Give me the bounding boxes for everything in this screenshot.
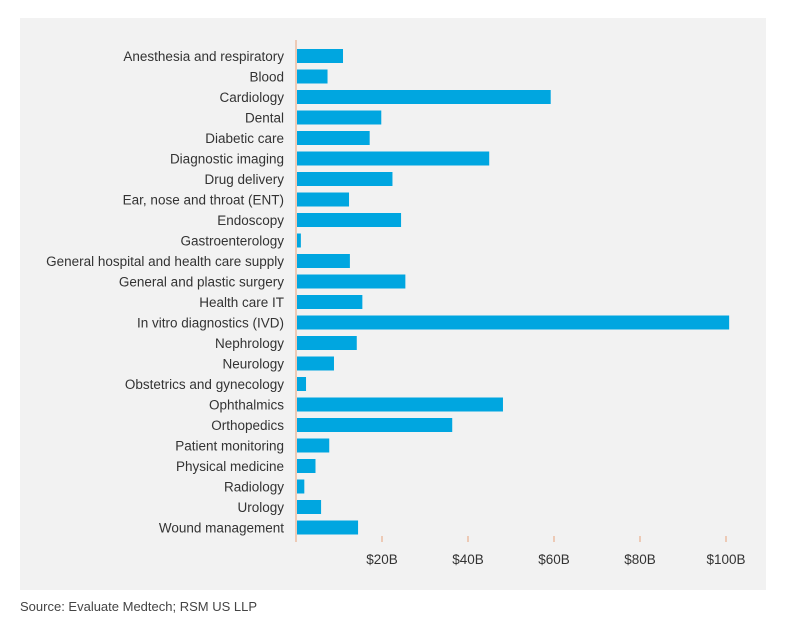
x-axis-ticks: $20B $40B $60B $80B $100B xyxy=(366,536,746,567)
bar xyxy=(297,110,382,125)
bar xyxy=(297,520,359,535)
bar-chart: Anesthesia and respiratory Blood Cardiolog… xyxy=(46,40,746,567)
category-label: Blood xyxy=(249,70,284,85)
category-label: General and plastic surgery xyxy=(119,275,284,290)
bar xyxy=(297,172,393,186)
category-label: Urology xyxy=(237,500,284,515)
bar xyxy=(297,151,490,166)
category-label: Diabetic care xyxy=(205,131,284,146)
category-label: Endoscopy xyxy=(217,213,284,228)
bar xyxy=(297,438,330,453)
category-label: Cardiology xyxy=(219,90,284,105)
category-label: Neurology xyxy=(222,357,284,372)
category-label: Radiology xyxy=(224,480,284,495)
bar xyxy=(297,377,307,391)
chart-panel: Anesthesia and respiratory Blood Cardiolog… xyxy=(20,18,766,590)
bar xyxy=(297,131,370,145)
bar xyxy=(297,213,402,227)
x-tick-label: $100B xyxy=(706,552,745,567)
category-label: Health care IT xyxy=(199,295,284,310)
bar xyxy=(297,459,316,473)
bar xyxy=(297,254,350,268)
category-label: Wound management xyxy=(159,521,284,536)
bar xyxy=(297,500,322,514)
source-note: Source: Evaluate Medtech; RSM US LLP xyxy=(20,599,258,614)
x-tick-label: $60B xyxy=(538,552,570,567)
bar xyxy=(297,69,328,84)
category-label: Orthopedics xyxy=(211,418,284,433)
category-label: Dental xyxy=(245,111,284,126)
category-label: Diagnostic imaging xyxy=(170,152,284,167)
category-labels: Anesthesia and respiratory Blood Cardiolog… xyxy=(46,49,284,536)
category-label: Anesthesia and respiratory xyxy=(123,49,284,64)
bar xyxy=(297,356,334,371)
category-label: Nephrology xyxy=(215,336,284,351)
bar xyxy=(297,49,344,63)
category-label: In vitro diagnostics (IVD) xyxy=(137,316,284,331)
category-label: Ophthalmics xyxy=(209,398,284,413)
bar xyxy=(297,192,350,207)
category-label: Gastroenterology xyxy=(180,234,284,249)
bar xyxy=(297,233,301,248)
bar xyxy=(297,295,363,309)
x-tick-label: $40B xyxy=(452,552,484,567)
bar xyxy=(297,274,406,289)
bar xyxy=(297,397,503,412)
category-label: Patient monitoring xyxy=(175,439,284,454)
bar xyxy=(297,315,730,330)
bar xyxy=(297,479,305,494)
x-tick-label: $80B xyxy=(624,552,656,567)
category-label: Drug delivery xyxy=(204,172,284,187)
bars xyxy=(297,49,730,535)
bar xyxy=(297,418,453,432)
x-tick-label: $20B xyxy=(366,552,398,567)
category-label: General hospital and health care supply xyxy=(46,254,284,269)
category-label: Ear, nose and throat (ENT) xyxy=(123,193,284,208)
category-label: Physical medicine xyxy=(176,459,284,474)
category-label: Obstetrics and gynecology xyxy=(125,377,284,392)
bar xyxy=(297,90,551,104)
bar xyxy=(297,336,357,350)
